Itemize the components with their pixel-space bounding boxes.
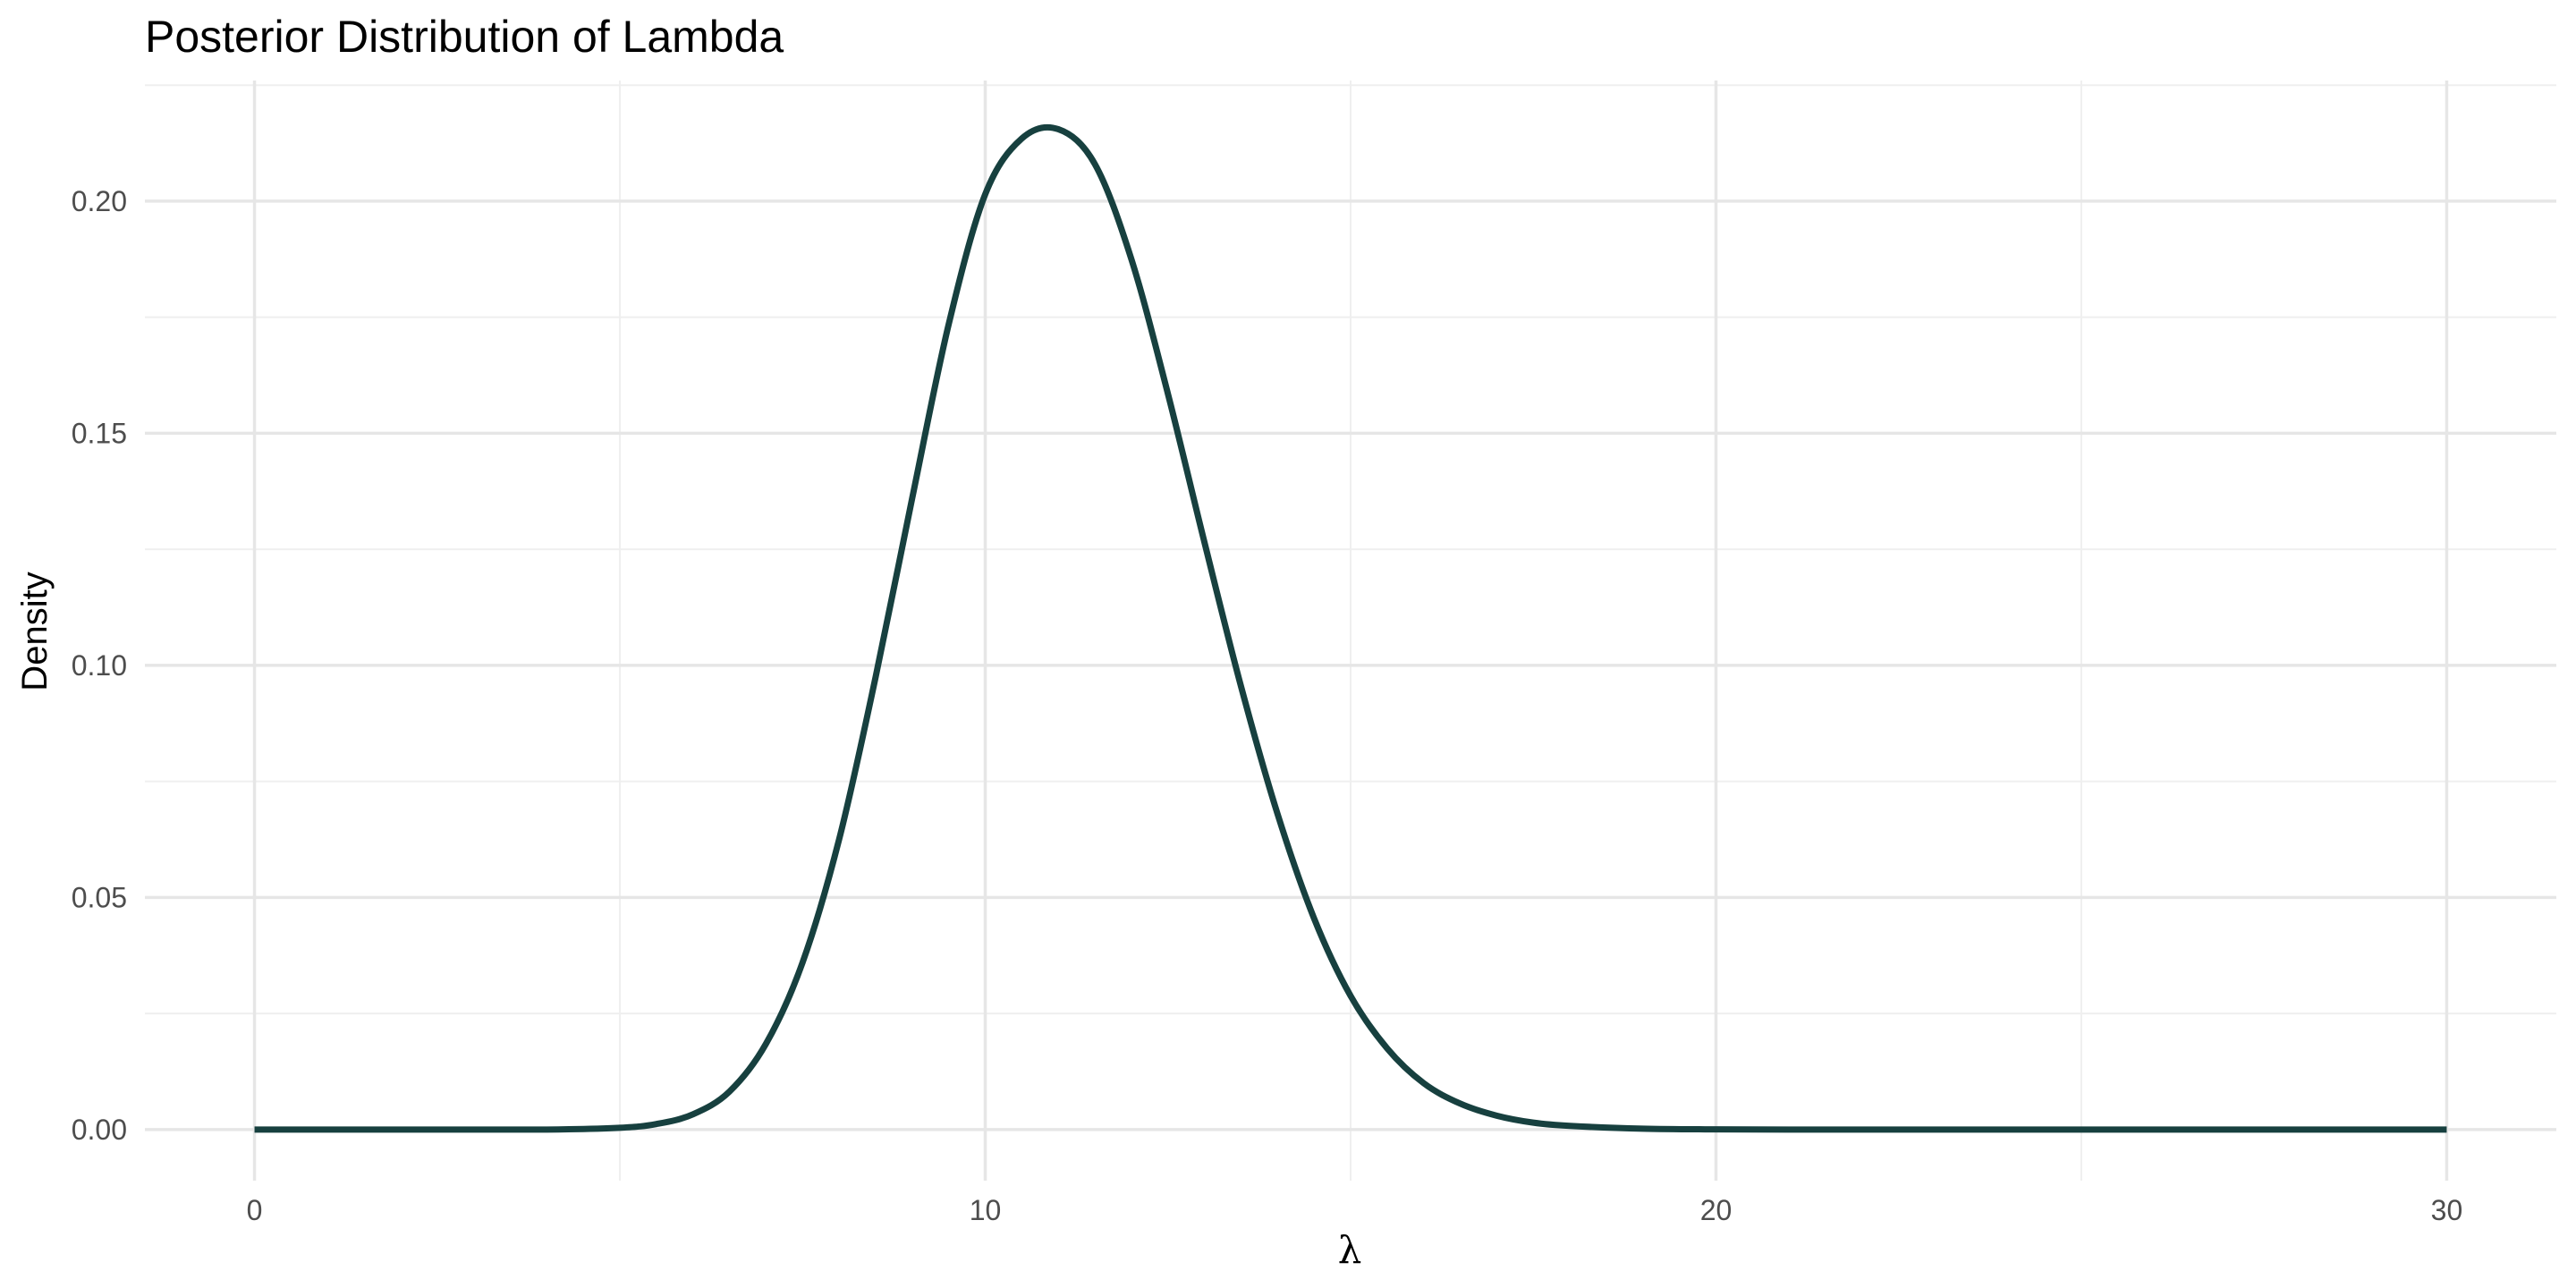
y-tick-label: 0.05 <box>72 881 127 913</box>
y-tick-label: 0.00 <box>72 1114 127 1146</box>
grid <box>145 80 2556 1181</box>
x-axis-label: λ <box>1338 1228 1362 1272</box>
chart-title: Posterior Distribution of Lambda <box>145 12 784 62</box>
series-layer <box>254 123 2447 1133</box>
x-tick-label: 30 <box>2431 1194 2463 1226</box>
x-tick-label: 0 <box>247 1194 263 1226</box>
x-tick-labels: 0 10 20 30 <box>247 1194 2463 1226</box>
y-axis-label: Density <box>15 572 55 691</box>
y-tick-labels: 0.00 0.05 0.10 0.15 0.20 <box>72 185 127 1146</box>
series-line-posterior <box>254 123 2447 1133</box>
y-tick-label: 0.10 <box>72 649 127 682</box>
y-tick-label: 0.15 <box>72 417 127 449</box>
y-tick-label: 0.20 <box>72 185 127 217</box>
x-tick-label: 20 <box>1700 1194 1733 1226</box>
x-tick-label: 10 <box>970 1194 1002 1226</box>
